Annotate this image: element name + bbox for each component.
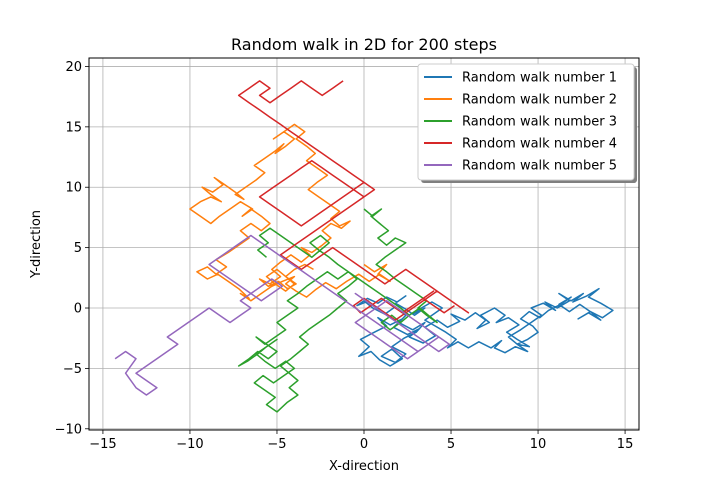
series-line-walk-1 [356,287,614,367]
legend-box [417,63,635,181]
legend-entry-label: Random walk number 5 [462,159,617,174]
legend-entry-label: Random walk number 3 [462,115,617,130]
y-axis-label: Y-direction [29,210,44,279]
x-tick-label: 10 [530,437,547,452]
y-tick-label: 0 [74,302,82,317]
axis-ticks: −15 −10 −5 0 5 10 15 −10 −5 0 5 10 15 20 [55,60,634,452]
series-line-walk-3 [237,208,438,413]
series-line-walk-4 [237,80,470,321]
y-tick-label: 20 [65,60,82,75]
chart-title: Random walk in 2D for 200 steps [231,35,497,54]
x-tick-label: −15 [89,437,116,452]
legend: Random walk number 1 Random walk number 2… [417,63,637,183]
x-tick-label: 0 [360,437,368,452]
y-tick-label: 10 [65,181,82,196]
y-tick-label: −5 [63,362,82,377]
x-axis-label: X-direction [329,459,399,474]
series-lines [114,80,614,413]
x-tick-label: −5 [267,437,286,452]
x-tick-label: 5 [447,437,455,452]
y-tick-label: 15 [65,120,82,135]
legend-entry-label: Random walk number 4 [462,137,617,152]
series-line-walk-5 [114,234,451,396]
legend-entry-label: Random walk number 1 [462,71,617,86]
legend-entry-label: Random walk number 2 [462,93,617,108]
y-tick-label: −10 [55,422,82,437]
x-tick-label: 15 [617,437,634,452]
x-tick-label: −10 [176,437,203,452]
series-line-walk-2 [189,123,391,302]
y-tick-label: 5 [74,241,82,256]
